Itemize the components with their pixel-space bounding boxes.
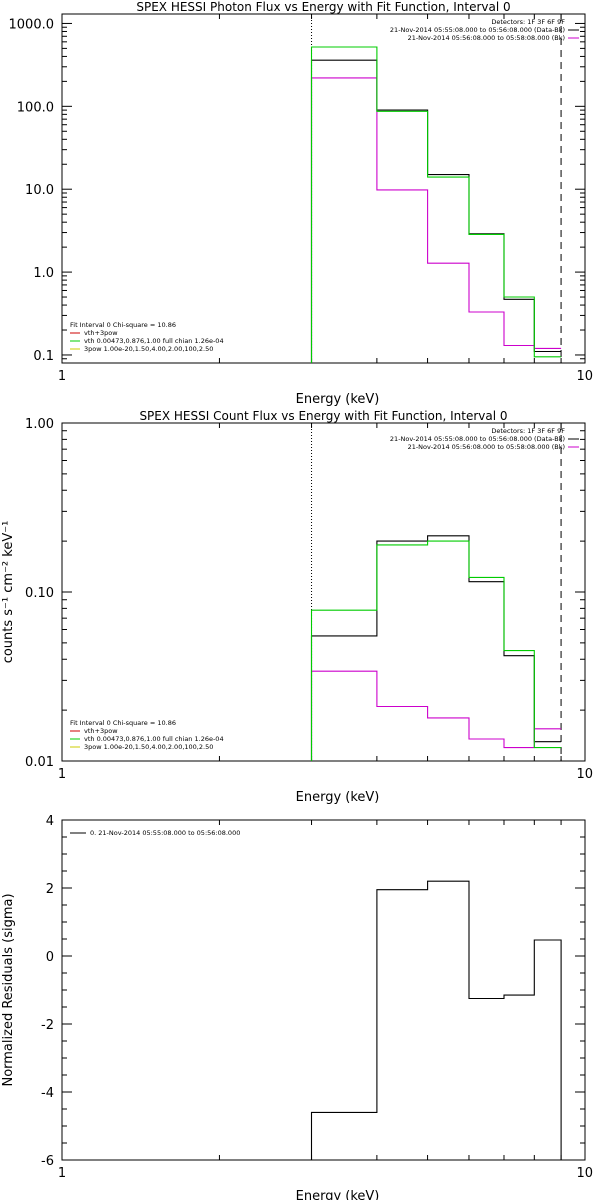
x-tick-label: 1	[58, 1166, 66, 1181]
x-axis-label: Energy (keV)	[296, 392, 380, 407]
y-tick-label: -2	[41, 1018, 54, 1033]
series-line-2	[310, 46, 562, 363]
plot-frame	[61, 819, 586, 1161]
series-line-0	[310, 880, 562, 1160]
plot-frame	[61, 13, 586, 364]
legend-entry: 0. 21-Nov-2014 05:55:08.000 to 05:56:08.…	[90, 829, 240, 837]
chart-1: SPEX HESSI Count Flux vs Energy with Fit…	[1, 409, 593, 805]
y-tick-label: -6	[41, 1154, 54, 1169]
y-tick-label: 0.01	[25, 755, 54, 770]
chart-2: 1 10 Energy (keV) -6 -4 -2 0 2 4 Normalized Resid…	[1, 814, 593, 1204]
legend-detectors: Detectors: 1F 3F 6F 9F	[491, 18, 565, 26]
chart-title: SPEX HESSI Photon Flux vs Energy with Fi…	[136, 0, 510, 14]
x-tick-label: 10	[576, 1166, 593, 1181]
x-axis-label: Energy (keV)	[296, 790, 380, 805]
legend-fit-header: Fit Interval 0 Chi-square = 10.86	[70, 321, 176, 329]
legend-entry: vth+3pow	[84, 727, 118, 735]
series-line-1	[310, 77, 562, 363]
y-axis-label: counts s⁻¹ cm⁻² keV⁻¹	[1, 521, 16, 664]
legend-entry: 3pow 1.00e-20,1.50,4.00,2.00,100,2.50	[84, 743, 213, 751]
y-tick-label: -4	[41, 1086, 54, 1101]
series-line-1	[310, 670, 562, 761]
y-tick-label: 0	[46, 950, 54, 965]
series-line-0	[310, 59, 562, 363]
x-tick-label: 10	[576, 369, 593, 384]
y-tick-label: 1.00	[25, 417, 54, 432]
x-axis-label: Energy (keV)	[296, 1189, 380, 1200]
legend-entry: 21-Nov-2014 05:56:08.000 to 05:58:08.000…	[408, 443, 565, 451]
y-tick-label: 1.0	[33, 266, 54, 281]
y-tick-label: 2	[46, 882, 54, 897]
legend-entry: 3pow 1.00e-20,1.50,4.00,2.00,100,2.50	[84, 345, 213, 353]
legend-entry: 21-Nov-2014 05:55:08.000 to 05:56:08.000…	[390, 26, 565, 34]
legend-entry: vth 0.00473,0.876,1.00 full chian 1.26e-…	[84, 735, 224, 743]
x-tick-label: 1	[58, 369, 66, 384]
chart-0: SPEX HESSI Photon Flux vs Energy with Fi…	[9, 0, 594, 407]
series-line-2	[310, 540, 562, 761]
y-tick-label: 0.1	[33, 349, 54, 364]
legend-entry: vth+3pow	[84, 329, 118, 337]
series-line-0	[310, 535, 562, 761]
chart-title: SPEX HESSI Count Flux vs Energy with Fit…	[139, 409, 507, 423]
legend-entry: 21-Nov-2014 05:56:08.000 to 05:58:08.000…	[408, 34, 565, 42]
legend-detectors: Detectors: 1F 3F 6F 9F	[491, 427, 565, 435]
legend-entry: 21-Nov-2014 05:55:08.000 to 05:56:08.000…	[390, 435, 565, 443]
y-tick-label: 1000.0	[9, 17, 55, 32]
x-tick-label: 10	[576, 767, 593, 782]
y-axis-label: Normalized Residuals (sigma)	[1, 893, 16, 1086]
x-tick-label: 1	[58, 767, 66, 782]
y-tick-label: 4	[46, 814, 54, 829]
legend-fit-header: Fit Interval 0 Chi-square = 10.86	[70, 719, 176, 727]
y-tick-label: 100.0	[17, 100, 54, 115]
legend-entry: vth 0.00473,0.876,1.00 full chian 1.26e-…	[84, 337, 224, 345]
plot-frame	[61, 422, 586, 762]
y-tick-label: 10.0	[25, 183, 54, 198]
y-tick-label: 0.10	[25, 586, 54, 601]
